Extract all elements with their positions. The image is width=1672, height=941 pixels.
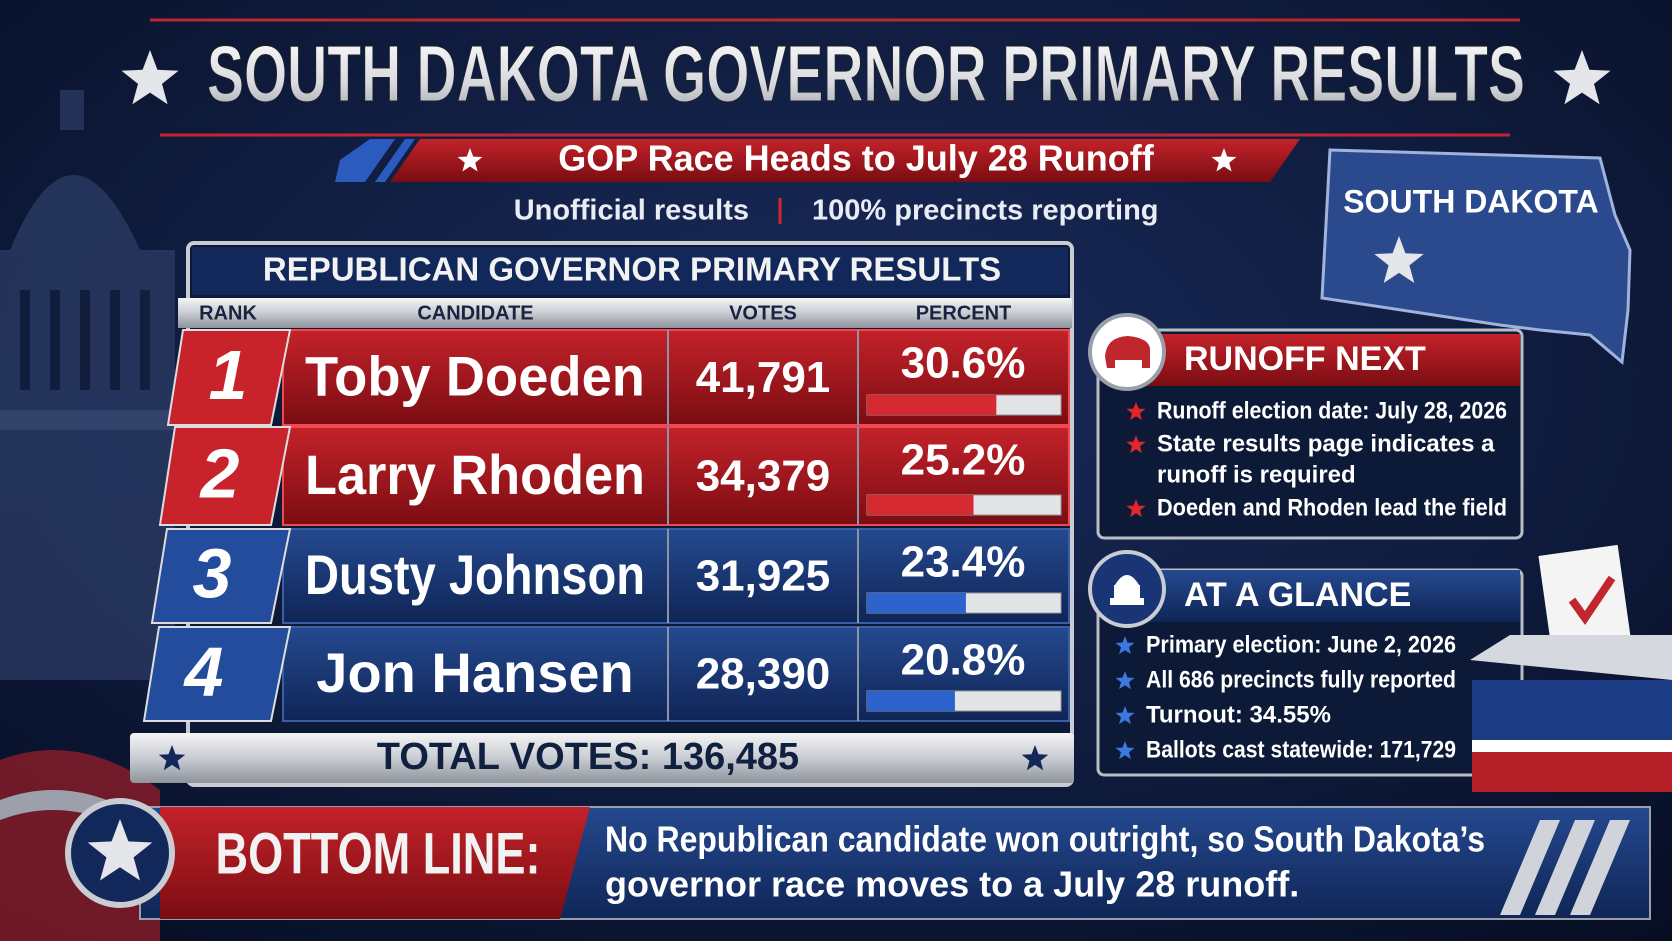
note: 100% precincts reporting xyxy=(812,195,1159,227)
bottom-label-box xyxy=(160,807,590,919)
bullet xyxy=(1115,741,1135,760)
subtitle-banner xyxy=(390,139,1300,182)
glance-item: Primary election: June 2, 2026 xyxy=(1146,631,1456,658)
star xyxy=(1553,50,1611,105)
map-label: SOUTH DAKOTA xyxy=(1343,183,1598,219)
runoff-item: Runoff election date: July 28, 2026 xyxy=(1157,397,1507,424)
candidate-name: Dusty Johnson xyxy=(305,543,645,606)
bullet xyxy=(1115,671,1135,690)
bottom-text: governor race moves to a July 28 runoff. xyxy=(605,864,1299,905)
star xyxy=(1374,236,1424,283)
column-header: VOTES xyxy=(729,302,797,324)
glance-title: AT A GLANCE xyxy=(1184,576,1411,614)
candidate-name: Larry Rhoden xyxy=(305,443,645,506)
column-header: CANDIDATE xyxy=(417,302,533,324)
runoff-item: runoff is required xyxy=(1157,461,1356,488)
dome xyxy=(1110,575,1144,605)
bullet xyxy=(1126,402,1146,421)
star xyxy=(121,50,179,105)
glance-item: All 686 precincts fully reported xyxy=(1146,666,1456,693)
table-title-bar xyxy=(192,247,1068,295)
runoff-item: State results page indicates a xyxy=(1157,430,1495,457)
candidate-name: Jon Hansen xyxy=(316,641,633,704)
total-votes: TOTAL VOTES: 136,485 xyxy=(377,736,799,778)
total-bar xyxy=(130,733,1074,783)
star xyxy=(1021,745,1049,771)
map xyxy=(1320,148,1632,365)
column-header-bar xyxy=(178,298,1072,328)
votes: 28,390 xyxy=(696,650,831,699)
glance-item: Turnout: 34.55% xyxy=(1146,701,1331,728)
bullet xyxy=(1115,706,1135,725)
star xyxy=(87,819,153,881)
ballot-box xyxy=(1470,544,1672,792)
stripes xyxy=(335,139,415,182)
rank: 1 xyxy=(209,336,248,414)
bullet xyxy=(1126,435,1146,454)
percent: 23.4% xyxy=(901,538,1026,587)
glance-item: Ballots cast statewide: 171,729 xyxy=(1146,736,1456,763)
runoff-title: RUNOFF NEXT xyxy=(1184,340,1426,378)
rank-cell xyxy=(158,426,292,526)
votes: 41,791 xyxy=(696,353,831,402)
votes: 34,379 xyxy=(696,452,831,501)
percent-bar xyxy=(867,691,955,711)
runoff-header xyxy=(1140,334,1520,386)
bullet xyxy=(1126,499,1146,518)
votes: 31,925 xyxy=(696,552,831,601)
candidate-name: Toby Doeden xyxy=(305,344,645,407)
rank-cell xyxy=(150,528,292,624)
rank: 3 xyxy=(193,534,232,612)
rank-cell xyxy=(166,329,292,426)
star xyxy=(1211,148,1237,172)
percent-bar xyxy=(867,395,997,415)
subtitle: GOP Race Heads to July 28 Runoff xyxy=(558,138,1155,179)
table-title: REPUBLICAN GOVERNOR PRIMARY RESULTS xyxy=(263,251,1001,288)
runoff-item: Doeden and Rhoden lead the field xyxy=(1157,494,1507,521)
elephant xyxy=(1105,336,1150,368)
column-header: PERCENT xyxy=(916,302,1012,324)
star xyxy=(457,148,483,172)
column-header: RANK xyxy=(199,302,257,324)
bottom-label: BOTTOM LINE: xyxy=(216,821,541,886)
bottom-text: No Republican candidate won outright, so… xyxy=(605,819,1485,860)
title: SOUTH DAKOTA GOVERNOR PRIMARY RESULTS xyxy=(207,29,1525,118)
percent: 25.2% xyxy=(901,436,1026,485)
percent-bar xyxy=(867,593,966,613)
percent: 30.6% xyxy=(901,339,1026,388)
rank-cell xyxy=(142,626,292,722)
percent: 20.8% xyxy=(901,636,1026,685)
bullet xyxy=(1115,636,1135,655)
star xyxy=(158,745,186,771)
slashes xyxy=(1500,820,1630,915)
glance-header xyxy=(1140,570,1520,622)
rank: 4 xyxy=(183,632,224,710)
percent-bar xyxy=(867,495,974,515)
note: Unofficial results xyxy=(514,195,749,227)
rank: 2 xyxy=(199,434,240,512)
